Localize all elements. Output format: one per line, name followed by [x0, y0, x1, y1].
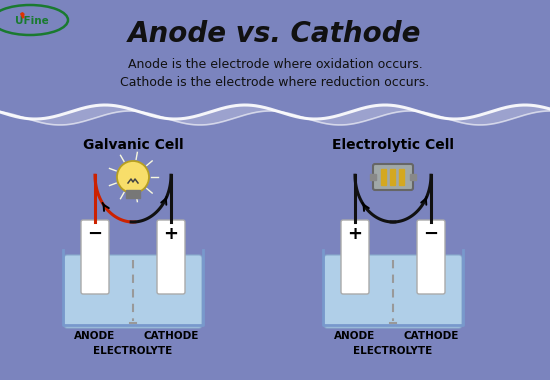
Text: Electrolytic Cell: Electrolytic Cell	[332, 138, 454, 152]
Bar	[410, 174, 416, 180]
FancyBboxPatch shape	[64, 255, 202, 328]
FancyBboxPatch shape	[324, 255, 462, 328]
FancyBboxPatch shape	[157, 220, 185, 294]
FancyBboxPatch shape	[81, 220, 109, 294]
Bar	[399, 169, 404, 185]
FancyBboxPatch shape	[417, 220, 445, 294]
Text: +: +	[348, 225, 362, 243]
Bar	[390, 169, 395, 185]
Bar	[381, 169, 386, 185]
Bar	[370, 174, 376, 180]
Text: ANODE: ANODE	[74, 331, 116, 341]
Text: CATHODE: CATHODE	[144, 331, 199, 341]
Text: Galvanic Cell: Galvanic Cell	[82, 138, 183, 152]
Text: ELECTROLYTE: ELECTROLYTE	[94, 346, 173, 356]
Text: Anode is the electrode where oxidation occurs.: Anode is the electrode where oxidation o…	[128, 58, 422, 71]
FancyBboxPatch shape	[373, 164, 413, 190]
Text: −: −	[424, 225, 438, 243]
Text: CATHODE: CATHODE	[403, 331, 459, 341]
Text: Anode vs. Cathode: Anode vs. Cathode	[128, 20, 422, 48]
Text: Cathode is the electrode where reduction occurs.: Cathode is the electrode where reduction…	[120, 76, 430, 89]
Text: ANODE: ANODE	[334, 331, 376, 341]
Text: +: +	[163, 225, 179, 243]
Text: −: −	[87, 225, 102, 243]
FancyBboxPatch shape	[341, 220, 369, 294]
Text: ELECTROLYTE: ELECTROLYTE	[353, 346, 433, 356]
Circle shape	[117, 161, 149, 193]
Text: UFine: UFine	[15, 16, 49, 26]
Bar	[126, 190, 140, 198]
